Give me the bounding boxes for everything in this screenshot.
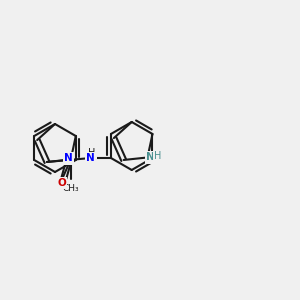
Text: N: N <box>85 153 94 163</box>
Text: CH₃: CH₃ <box>62 184 79 194</box>
Text: O: O <box>58 178 66 188</box>
Text: N: N <box>146 152 155 163</box>
Text: N: N <box>64 154 73 164</box>
Text: H: H <box>88 148 96 158</box>
Text: H: H <box>154 152 161 161</box>
